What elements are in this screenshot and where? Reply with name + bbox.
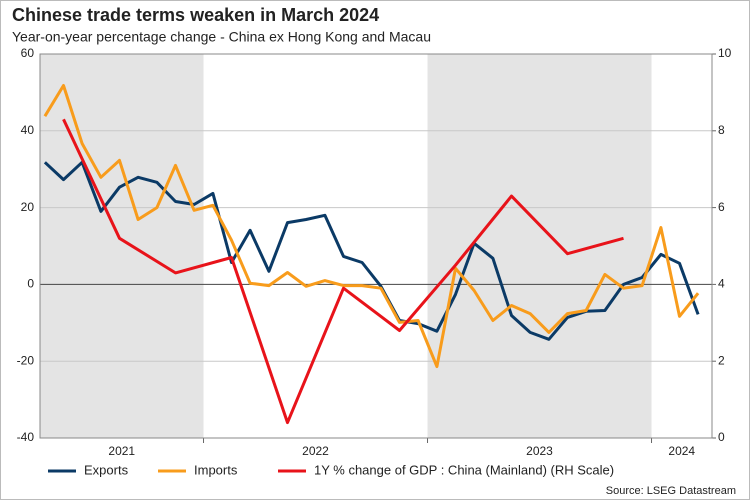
y2-tick-label: 6: [718, 200, 725, 214]
shaded-period: [427, 54, 652, 438]
y-tick-label: 60: [21, 46, 35, 60]
y-tick-label: 0: [27, 277, 34, 291]
shaded-period: [40, 54, 204, 438]
y-tick-label: 40: [21, 123, 35, 137]
series-line: [62, 118, 624, 425]
x-tick-label: 2024: [668, 444, 695, 458]
series-line: [43, 84, 700, 369]
x-tick-label: 2021: [108, 444, 135, 458]
y2-tick-label: 4: [718, 277, 725, 291]
source: Source: LSEG Datastream: [606, 485, 736, 497]
y2-tick-label: 2: [718, 353, 725, 367]
chart-subtitle: Year-on-year percentage change - China e…: [12, 29, 431, 45]
plot-border: [39, 53, 713, 439]
x-tick-label: 2022: [302, 444, 329, 458]
y2-tick-label: 0: [718, 430, 725, 444]
y2-tick-label: 10: [718, 46, 732, 60]
series-line: [43, 160, 700, 341]
y-tick-label: -20: [17, 353, 35, 367]
legend-label: Imports: [194, 462, 238, 477]
y2-tick-label: 8: [718, 123, 725, 137]
legend-label: Exports: [84, 462, 129, 477]
chart-title: Chinese trade terms weaken in March 2024: [12, 5, 379, 25]
legend-label: 1Y % change of GDP : China (Mainland) (R…: [314, 462, 614, 477]
y-tick-label: -40: [17, 430, 35, 444]
y-tick-label: 20: [21, 200, 35, 214]
x-tick-label: 2023: [526, 444, 553, 458]
